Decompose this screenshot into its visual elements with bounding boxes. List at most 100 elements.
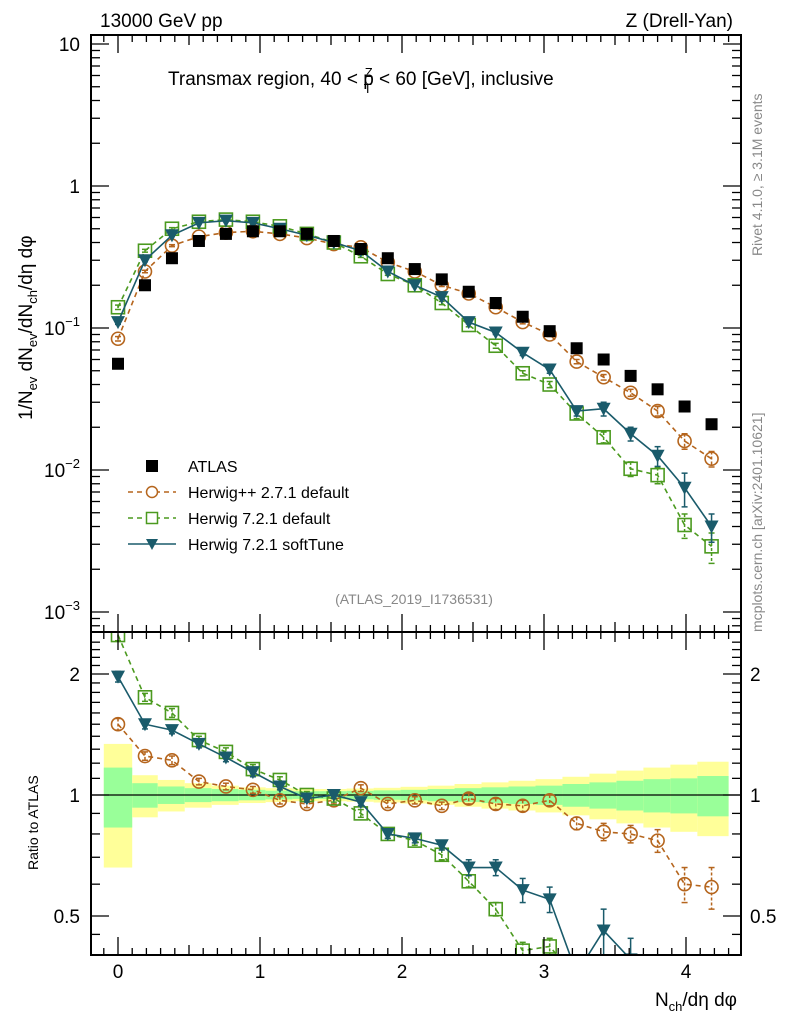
inner-band-bin (670, 778, 698, 814)
data-point (218, 214, 233, 228)
x-axis-label: Nch/dη dφ (655, 990, 737, 1014)
data-point (543, 325, 556, 338)
ratio-axes: 2 2 1 1 0.5 0.5 0 1 2 3 4 (54, 631, 776, 983)
data-point (515, 884, 530, 898)
data-point (597, 1011, 610, 1024)
data-point (596, 369, 611, 385)
data-point (272, 780, 287, 794)
data-point (488, 326, 503, 340)
data-point (623, 461, 638, 477)
y-tick-label: 1 (69, 177, 80, 198)
data-point (624, 369, 637, 382)
data-point (489, 296, 502, 309)
series-line-herwig-2-7-1-default (117, 723, 712, 888)
data-point (651, 383, 664, 396)
data-point (678, 400, 691, 413)
legend-label: Herwig 7.2.1 softTune (188, 537, 344, 554)
legend-marker (146, 539, 158, 550)
data-point (137, 690, 153, 705)
x-tick-label: 2 (397, 962, 408, 983)
legend-entry: Herwig 7.2.1 default (128, 511, 331, 528)
legend-marker (145, 511, 159, 525)
data-point (273, 225, 286, 238)
data-point (704, 879, 719, 895)
data-point (488, 861, 503, 875)
title-sub: T (364, 81, 372, 96)
data-point (650, 833, 665, 848)
y-tick-exp: −2 (65, 456, 80, 471)
x-tick-label: 3 (539, 962, 550, 983)
legend-entry: Herwig++ 2.7.1 default (128, 485, 350, 502)
data-point (164, 752, 180, 768)
data-point (137, 748, 153, 764)
legend-label: ATLAS (188, 459, 238, 476)
mcplots-label: mcplots.cern.ch [arXiv:2401.10621] (749, 413, 765, 632)
ratio-y-tick-label: 0.5 (54, 907, 80, 928)
inner-band-bin (697, 775, 729, 817)
xlabel-a: N (655, 990, 669, 1011)
data-point (597, 353, 610, 366)
inner-band-bin (643, 779, 671, 813)
ratio-series-layer (110, 632, 719, 1024)
data-point (191, 774, 207, 789)
data-point (596, 924, 611, 938)
data-point (326, 789, 341, 802)
data-point (488, 796, 504, 812)
data-point (111, 670, 125, 684)
title-sup: Z (365, 65, 373, 80)
data-point (353, 796, 368, 810)
data-point (137, 718, 152, 732)
data-point (434, 839, 449, 853)
data-point (515, 365, 531, 381)
data-point (650, 449, 665, 463)
data-point (488, 901, 504, 917)
legend-label: Herwig++ 2.7.1 default (188, 485, 350, 502)
inner-band-bin (103, 767, 133, 828)
ratio-y-tick-label-right: 2 (750, 665, 761, 686)
data-point (515, 798, 531, 814)
data-point (192, 234, 205, 247)
data-point (245, 782, 261, 798)
legend-marker (146, 460, 158, 472)
data-point (380, 265, 395, 279)
main-ylabel: 1/Nev dNev/dNch/dη dφ (16, 235, 40, 420)
data-point (407, 832, 422, 846)
data-point (542, 893, 557, 907)
data-point (704, 520, 719, 534)
y-tick-exp: −1 (65, 314, 80, 329)
data-point (245, 766, 260, 780)
data-point (650, 403, 665, 419)
data-point (380, 827, 395, 841)
data-point (111, 316, 125, 330)
xlabel-a-sub: ch (669, 999, 683, 1014)
data-point (623, 826, 638, 842)
ylabel-c-sub: ch (25, 290, 40, 304)
ylabel-b-sub: ev (25, 333, 40, 347)
y-tick-exp: −3 (65, 598, 80, 613)
data-point (245, 216, 260, 230)
data-point (299, 792, 314, 806)
data-point (112, 357, 124, 370)
data-point (677, 876, 692, 892)
data-point (246, 225, 259, 238)
data-point (381, 252, 394, 265)
data-point (380, 796, 396, 812)
data-point (570, 972, 583, 985)
title-pre: Transmax region, 40 < p (168, 69, 374, 90)
main-title: Transmax region, 40 < pZ T < 60 [GeV], in… (168, 65, 554, 96)
rivet-label: Rivet 4.1.0, ≥ 3.1M events (749, 93, 765, 256)
ratio-y-tick-label: 1 (69, 786, 80, 807)
data-point (623, 427, 638, 441)
data-point (407, 279, 422, 293)
data-point (408, 263, 421, 276)
legend-marker (145, 485, 159, 499)
y-tick-label: 10 (59, 35, 80, 56)
series-line-herwig-7-2-1-softtune (117, 676, 628, 955)
data-point (651, 977, 665, 990)
analysis-watermark: (ATLAS_2019_I1736531) (335, 591, 493, 607)
data-point (407, 793, 423, 808)
data-point (110, 331, 126, 347)
data-point (434, 798, 450, 814)
data-point (218, 751, 233, 765)
